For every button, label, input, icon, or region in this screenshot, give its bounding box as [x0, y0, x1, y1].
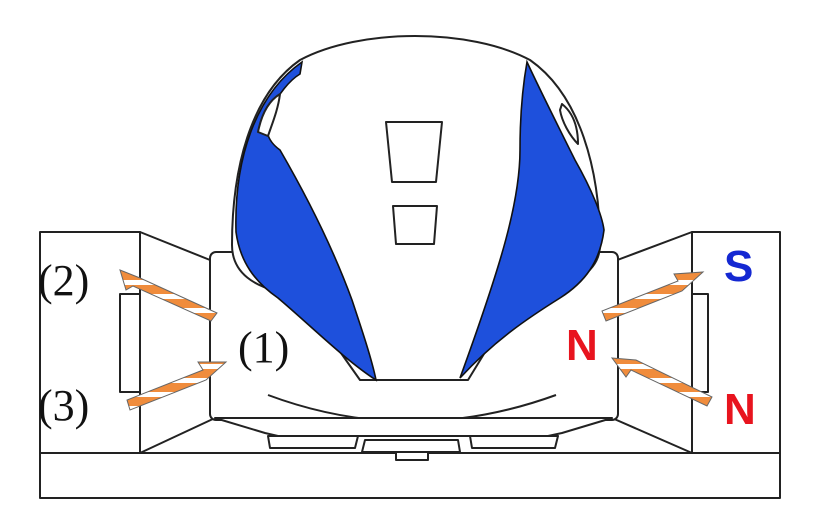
right-window-slit — [559, 103, 579, 145]
pole-n-inner-label: N — [566, 321, 598, 370]
label-2: (2) — [38, 256, 89, 305]
arrow-from-lower-n — [610, 357, 713, 407]
right-coil — [691, 293, 709, 393]
pole-s-label: S — [724, 242, 753, 291]
arrow-2 — [119, 269, 218, 322]
arrow-3 — [126, 361, 228, 411]
label-1: (1) — [238, 323, 289, 372]
upper-window — [385, 121, 443, 183]
label-3: (3) — [38, 381, 89, 430]
left-coil — [119, 293, 141, 393]
pole-n-outer-label: N — [724, 385, 756, 434]
right-blue-panel — [459, 59, 605, 379]
lower-window — [392, 205, 438, 245]
left-window-slit — [257, 93, 281, 137]
arrow-to-s — [601, 271, 705, 322]
